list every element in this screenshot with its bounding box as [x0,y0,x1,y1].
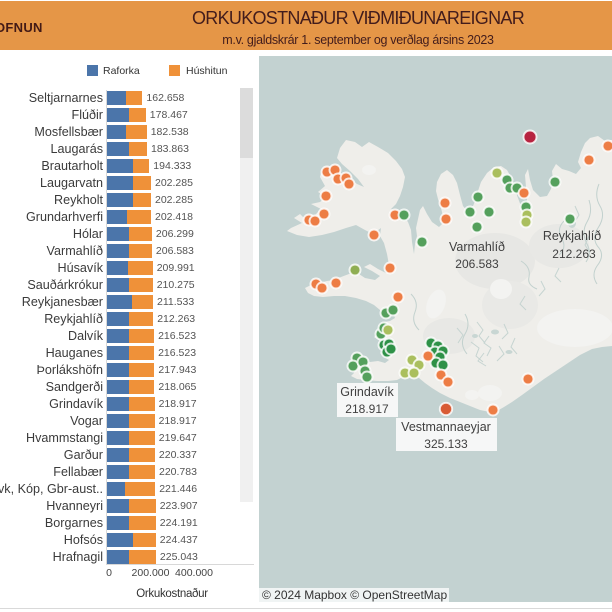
svg-text:Reykjahlíð: Reykjahlíð [543,229,601,243]
svg-text:Vestmannaeyjar: Vestmannaeyjar [401,420,491,434]
svg-text:212.263: 212.263 [552,247,596,261]
svg-text:Varmahlíð: Varmahlíð [449,240,505,254]
svg-text:325.133: 325.133 [424,437,468,451]
svg-text:206.583: 206.583 [455,257,499,271]
svg-text:218.917: 218.917 [345,402,389,416]
svg-text:Grindavík: Grindavík [340,385,394,399]
